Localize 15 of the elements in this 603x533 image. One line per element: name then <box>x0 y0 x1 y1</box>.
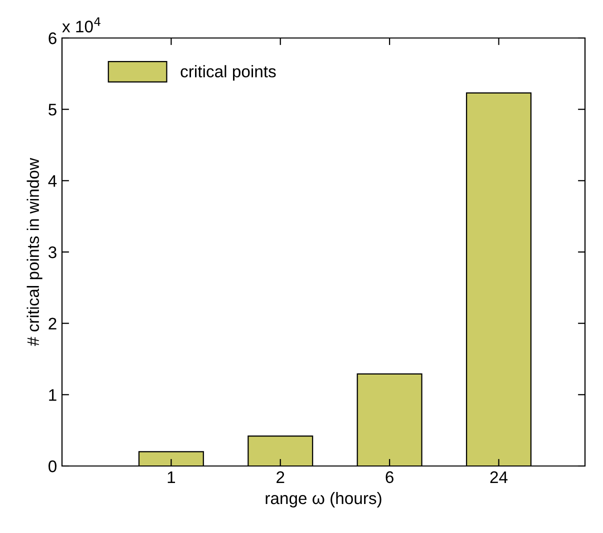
y-tick-label: 0 <box>48 460 56 472</box>
y-tick-label: 1 <box>49 389 56 401</box>
legend-label: critical points <box>180 65 276 81</box>
x-tick-label: 2 <box>276 471 284 483</box>
x-tick-label: 24 <box>490 471 508 483</box>
y-tick-label: 5 <box>48 104 56 116</box>
y-axis-title: # critical points in window <box>26 158 42 346</box>
y-tick-label: 2 <box>48 318 56 330</box>
x-tick-label: 1 <box>168 471 176 483</box>
y-tick-label: 4 <box>48 175 57 187</box>
y-tick-label: 6 <box>48 32 56 44</box>
x-axis-title: range ω (hours) <box>266 492 382 508</box>
y-tick-label: 3 <box>48 246 56 258</box>
x-tick-label: 6 <box>386 471 394 484</box>
text: x 10$^{4}$ <box>62 17 100 32</box>
